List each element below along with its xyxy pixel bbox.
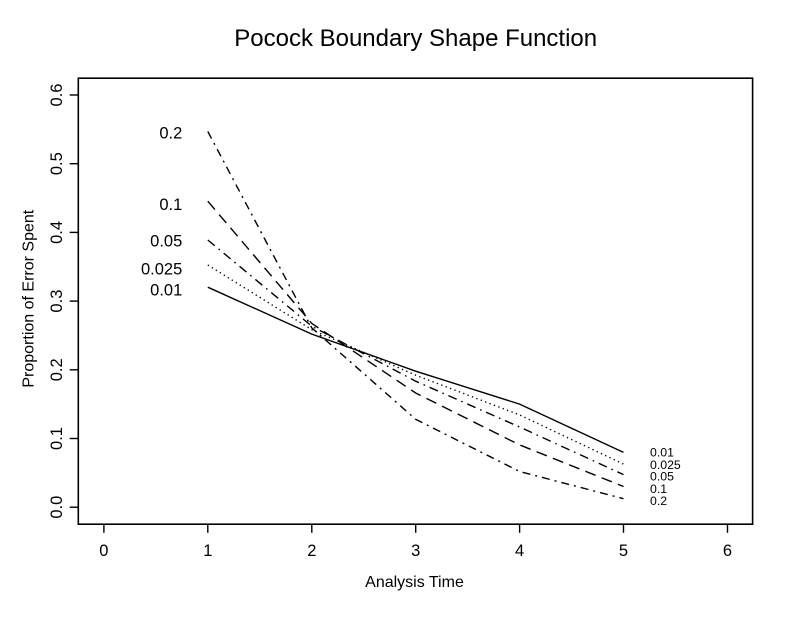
svg-text:0.01: 0.01 (650, 446, 674, 460)
svg-text:0.2: 0.2 (159, 125, 182, 143)
svg-text:0.2: 0.2 (650, 494, 667, 508)
svg-text:0.025: 0.025 (650, 458, 681, 472)
svg-text:0.2: 0.2 (48, 358, 66, 381)
svg-text:0.025: 0.025 (141, 261, 182, 279)
svg-text:0.6: 0.6 (48, 84, 66, 107)
svg-text:0.4: 0.4 (48, 221, 66, 244)
svg-text:Analysis Time: Analysis Time (365, 574, 464, 591)
svg-text:2: 2 (307, 542, 316, 560)
svg-text:0.0: 0.0 (48, 496, 66, 519)
svg-text:0.5: 0.5 (48, 152, 66, 175)
svg-text:0.1: 0.1 (48, 427, 66, 450)
svg-text:5: 5 (619, 542, 628, 560)
svg-text:4: 4 (515, 542, 524, 560)
svg-text:0.3: 0.3 (48, 290, 66, 313)
svg-text:0.1: 0.1 (159, 196, 182, 214)
svg-text:0.1: 0.1 (650, 482, 667, 496)
svg-text:Pocock Boundary Shape Function: Pocock Boundary Shape Function (234, 25, 597, 52)
svg-text:0.01: 0.01 (150, 281, 182, 299)
svg-text:0.05: 0.05 (150, 233, 182, 251)
svg-text:1: 1 (203, 542, 212, 560)
svg-text:0.05: 0.05 (650, 470, 674, 484)
svg-text:0: 0 (99, 542, 108, 560)
svg-text:3: 3 (411, 542, 420, 560)
svg-text:6: 6 (723, 542, 732, 560)
svg-text:Proportion of Error Spent: Proportion of Error Spent (21, 209, 38, 387)
